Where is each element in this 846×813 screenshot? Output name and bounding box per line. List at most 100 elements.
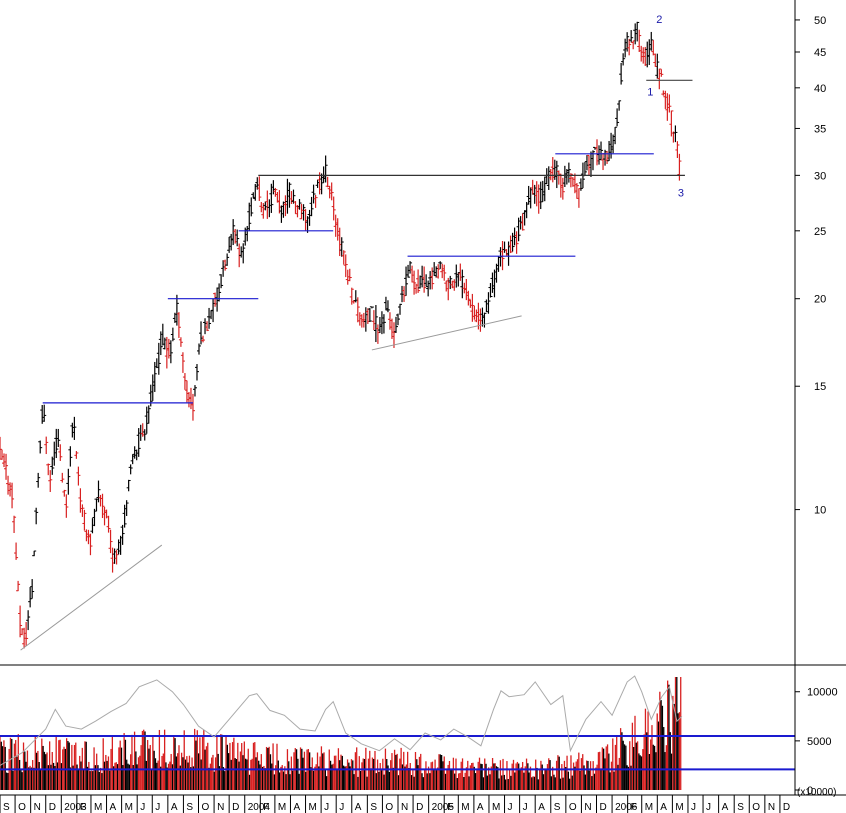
- price-bar: [669, 110, 674, 137]
- price-bar: [233, 228, 238, 244]
- price-bar: [100, 493, 105, 519]
- price-bar: [482, 312, 487, 328]
- price-bar: [582, 161, 587, 177]
- month-label: J: [508, 802, 513, 813]
- month-label: A: [722, 802, 729, 813]
- price-bar: [345, 269, 350, 285]
- price-bar: [595, 139, 600, 166]
- price-bar: [98, 494, 103, 507]
- price-bar: [639, 45, 644, 62]
- price-bar: [267, 199, 272, 218]
- price-bar: [371, 310, 376, 331]
- price-bar: [522, 210, 527, 226]
- price-tick-label: 40: [814, 83, 826, 95]
- price-bar: [637, 29, 642, 53]
- price-bar: [426, 280, 431, 297]
- price-bar: [442, 264, 447, 281]
- price-bar: [108, 529, 113, 554]
- price-bar: [6, 475, 11, 495]
- price-bar: [251, 192, 256, 199]
- month-label: S: [186, 802, 193, 813]
- price-bar: [492, 269, 497, 298]
- price-bar: [257, 176, 262, 201]
- price-bar: [490, 272, 495, 293]
- price-bar: [655, 53, 660, 79]
- price-bar: [544, 168, 549, 185]
- price-bar: [605, 150, 610, 164]
- price-bar: [584, 155, 589, 171]
- price-bar: [4, 453, 9, 480]
- price-bar: [414, 283, 419, 294]
- price-bar: [613, 126, 618, 145]
- price-bar: [349, 287, 354, 305]
- price-bar: [66, 468, 71, 495]
- price-bar: [10, 482, 15, 509]
- price-bar: [516, 217, 521, 242]
- price-bar: [180, 352, 185, 373]
- month-label: 2005: [432, 802, 455, 813]
- price-bar: [406, 264, 411, 278]
- price-bar: [367, 308, 372, 322]
- price-bar: [337, 227, 342, 257]
- price-bar: [562, 165, 567, 188]
- price-bar: [24, 622, 29, 646]
- price-bar: [190, 393, 195, 421]
- price-bar: [34, 507, 39, 525]
- price-bar: [428, 271, 433, 290]
- price-tick-label: 10: [814, 505, 826, 517]
- month-label: M: [675, 802, 683, 813]
- price-bar: [186, 391, 191, 408]
- price-bar: [623, 38, 628, 58]
- price-bar: [335, 218, 340, 241]
- month-label: N: [217, 802, 224, 813]
- price-bar: [58, 444, 63, 461]
- month-label: S: [370, 802, 377, 813]
- price-bar: [548, 168, 553, 181]
- price-bar: [470, 293, 475, 322]
- price-bar: [361, 312, 366, 328]
- price-bar: [197, 343, 202, 355]
- price-bar: [357, 312, 362, 326]
- price-bar: [311, 184, 316, 204]
- price-bar: [512, 227, 517, 246]
- price-bar: [303, 209, 308, 231]
- price-bar: [0, 436, 2, 459]
- price-bar: [319, 173, 324, 195]
- price-bar: [510, 232, 515, 252]
- price-bar: [625, 32, 630, 52]
- price-bar: [82, 509, 87, 531]
- price-bar: [219, 274, 224, 289]
- price-panel: 1 2 3: [0, 14, 693, 651]
- month-label: A: [660, 802, 667, 813]
- price-bar: [120, 524, 125, 545]
- price-bar: [48, 470, 53, 492]
- price-bar: [645, 41, 650, 68]
- price-bar: [160, 323, 165, 346]
- price-bar: [277, 190, 282, 214]
- price-bar: [0, 449, 5, 460]
- price-bar: [22, 627, 27, 649]
- price-bar: [538, 181, 543, 210]
- price-bar: [436, 264, 441, 279]
- month-label: 2004: [248, 802, 271, 813]
- price-tick-label: 30: [814, 170, 826, 182]
- price-bar: [574, 183, 579, 199]
- price-bar: [88, 533, 93, 556]
- price-bar: [154, 358, 159, 369]
- price-bar: [158, 331, 163, 356]
- price-tick-label: 25: [814, 226, 826, 238]
- price-bar: [327, 185, 332, 199]
- price-bar: [102, 506, 107, 526]
- price-bar: [597, 145, 602, 165]
- price-bar: [542, 176, 547, 202]
- price-bar: [259, 201, 264, 213]
- price-bar: [221, 260, 226, 277]
- price-bar: [506, 241, 511, 266]
- price-bar: [271, 180, 276, 195]
- price-tick-label: 15: [814, 381, 826, 393]
- price-bar: [265, 190, 270, 219]
- price-bar: [309, 196, 314, 217]
